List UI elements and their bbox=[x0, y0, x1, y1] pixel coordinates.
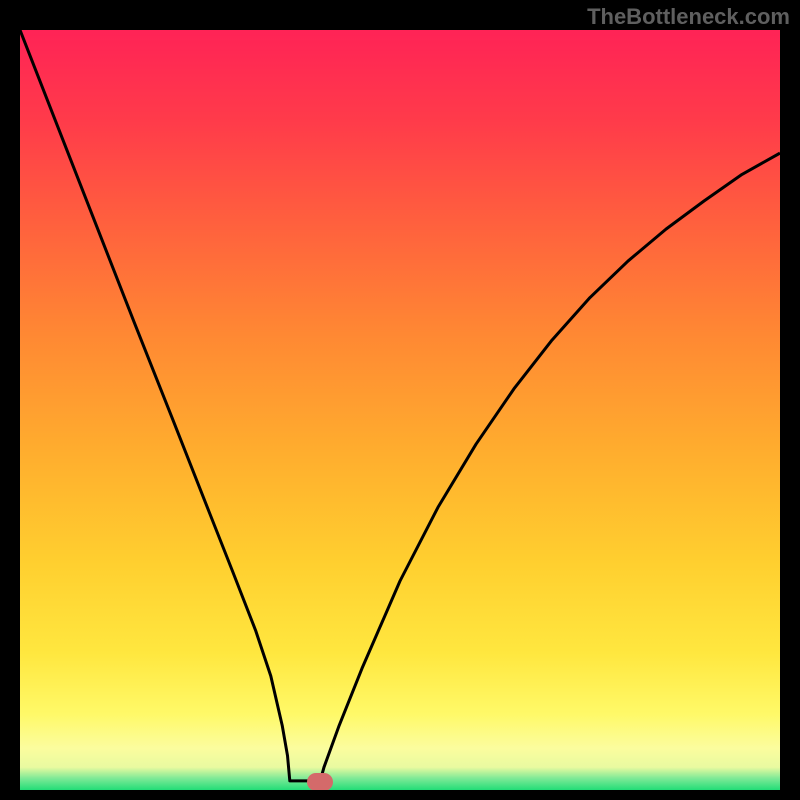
curve-layer bbox=[20, 30, 780, 790]
optimum-marker bbox=[307, 773, 333, 790]
watermark-text: TheBottleneck.com bbox=[587, 4, 790, 30]
bottleneck-curve bbox=[20, 30, 780, 781]
plot-area bbox=[20, 30, 780, 790]
chart-outer-frame: TheBottleneck.com bbox=[0, 0, 800, 800]
